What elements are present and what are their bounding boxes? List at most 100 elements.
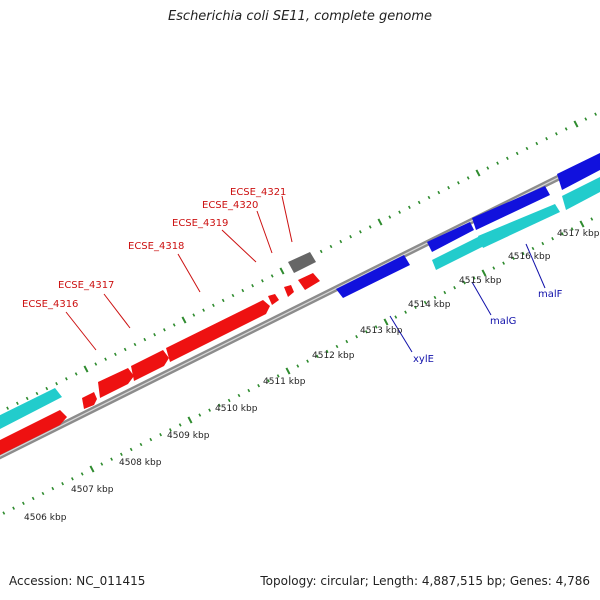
- minor-tick: [168, 428, 172, 432]
- minor-tick: [531, 246, 535, 251]
- minor-tick: [398, 210, 402, 214]
- other-feature-box[interactable]: [288, 252, 316, 273]
- gene-arrow-malg[interactable]: [432, 236, 484, 270]
- gene-arrow-ecse-4317b[interactable]: [131, 350, 169, 381]
- minor-tick: [221, 298, 225, 303]
- minor-tick: [296, 364, 300, 368]
- gene-arrow-ecse-4316[interactable]: [0, 410, 67, 460]
- minor-tick: [511, 256, 515, 260]
- gene-arrow-ecse-4321[interactable]: [298, 273, 320, 290]
- gene-arrow-ecse-4317[interactable]: [98, 368, 134, 398]
- minor-tick: [394, 315, 398, 319]
- minor-tick: [541, 241, 545, 246]
- minor-tick: [515, 151, 519, 156]
- gene-arrow-ecse-4319[interactable]: [268, 294, 279, 305]
- minor-tick: [227, 398, 231, 403]
- minor-tick: [551, 237, 555, 241]
- minor-tick: [133, 342, 137, 347]
- minor-tick: [110, 457, 114, 461]
- gene-label-ecse-4319[interactable]: ECSE_4319: [172, 218, 228, 229]
- scale-label: 4512 kbp: [312, 351, 355, 361]
- minor-tick: [545, 137, 549, 141]
- gene-arrow-cyan-left[interactable]: [0, 388, 62, 433]
- gene-arrow-malf[interactable]: [478, 204, 560, 248]
- minor-tick: [55, 382, 59, 386]
- gene-arrow-blue-3[interactable]: [557, 153, 600, 190]
- minor-tick: [6, 406, 10, 410]
- gene-label-ecse-4318[interactable]: ECSE_4318: [128, 241, 184, 252]
- minor-tick: [113, 352, 117, 356]
- minor-tick: [129, 447, 133, 452]
- minor-tick: [433, 295, 437, 300]
- gene-arrow-ecse-4320[interactable]: [284, 285, 294, 297]
- minor-tick: [466, 176, 470, 180]
- minor-tick: [594, 112, 598, 116]
- minor-tick: [80, 472, 84, 476]
- minor-tick: [472, 276, 476, 280]
- gene-label-ecse-4316[interactable]: ECSE_4316: [22, 299, 78, 310]
- minor-tick: [94, 362, 98, 366]
- minor-tick: [492, 266, 496, 270]
- minor-tick: [364, 330, 368, 334]
- minor-tick: [345, 339, 349, 344]
- scale-label: 4514 kbp: [408, 300, 451, 310]
- upper-tick-ruler: [6, 112, 598, 410]
- major-tick: [181, 316, 187, 324]
- gene-label-xyle[interactable]: xylE: [413, 354, 434, 365]
- minor-tick: [104, 357, 108, 361]
- minor-tick: [276, 374, 280, 378]
- minor-tick: [15, 401, 19, 405]
- minor-tick: [143, 337, 147, 342]
- minor-tick: [41, 491, 45, 496]
- major-tick: [89, 465, 95, 473]
- minor-tick: [64, 377, 68, 381]
- minor-tick: [51, 486, 55, 491]
- minor-tick: [315, 354, 319, 358]
- gene-arrow-ecse-4318[interactable]: [166, 300, 270, 362]
- major-tick: [573, 120, 579, 128]
- major-tick: [187, 416, 193, 424]
- minor-tick: [496, 161, 500, 165]
- minor-tick: [231, 293, 235, 298]
- gene-label-ecse-4321[interactable]: ECSE_4321: [230, 187, 286, 198]
- minor-tick: [251, 284, 255, 288]
- label-leader-lines: [65, 195, 546, 353]
- gene-arrow-blue-1[interactable]: [427, 222, 474, 252]
- scale-label: 4509 kbp: [167, 431, 210, 441]
- minor-tick: [21, 501, 25, 505]
- gene-label-malg[interactable]: malG: [490, 316, 516, 327]
- gene-arrow-blue-2[interactable]: [472, 186, 550, 230]
- major-tick: [475, 169, 481, 177]
- gene-label-malf[interactable]: malF: [538, 289, 563, 300]
- gene-label-ecse-4320[interactable]: ECSE_4320: [202, 200, 258, 211]
- minor-tick: [349, 235, 353, 239]
- minor-tick: [61, 482, 65, 486]
- minor-tick: [149, 437, 153, 442]
- minor-tick: [521, 251, 525, 256]
- minor-tick: [325, 349, 329, 354]
- genome-backbone: [0, 153, 600, 460]
- minor-tick: [159, 433, 163, 437]
- minor-tick: [404, 310, 408, 314]
- gene-arrow-ecse-4316b[interactable]: [82, 392, 97, 409]
- minor-tick: [486, 166, 490, 170]
- scale-label: 4513 kbp: [360, 326, 403, 336]
- minor-tick: [266, 379, 270, 383]
- minor-tick: [74, 372, 78, 376]
- scale-label: 4506 kbp: [24, 513, 67, 523]
- gene-arrow-cyan-right[interactable]: [562, 177, 600, 210]
- minor-tick: [335, 344, 339, 349]
- minor-tick: [560, 232, 564, 236]
- gene-label-ecse-4317[interactable]: ECSE_4317: [58, 280, 114, 291]
- scale-label: 4507 kbp: [71, 485, 114, 495]
- minor-tick: [564, 127, 568, 131]
- minor-tick: [198, 413, 202, 417]
- scale-label: 4516 kbp: [508, 252, 551, 262]
- minor-tick: [525, 146, 529, 151]
- gene-arrow-xyle[interactable]: [336, 255, 410, 298]
- scale-label: 4511 kbp: [263, 377, 306, 387]
- minor-tick: [306, 359, 310, 363]
- minor-tick: [241, 288, 245, 293]
